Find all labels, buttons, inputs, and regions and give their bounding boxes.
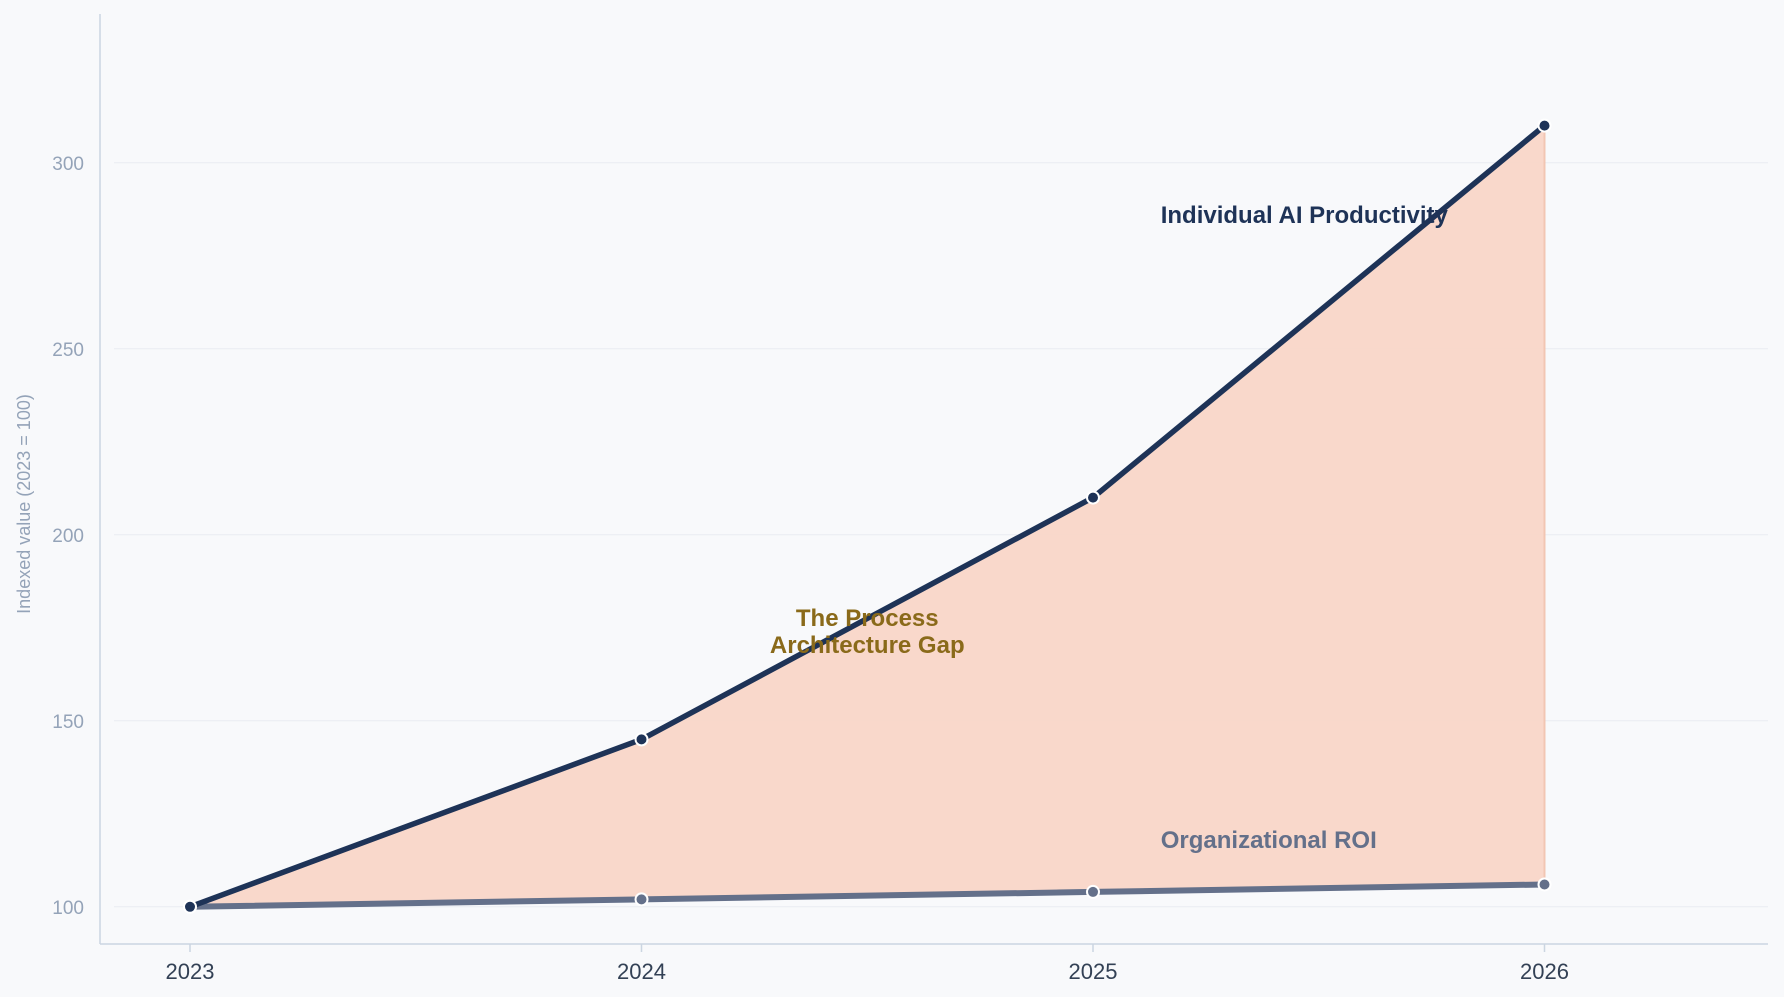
- annotation-gap: The Process: [796, 605, 939, 632]
- data-point: [1086, 884, 1100, 899]
- y-axis-title: Indexed value (2023 = 100): [14, 394, 34, 614]
- gap-area-layer: [190, 125, 1546, 907]
- x-tick-label: 2024: [617, 959, 666, 984]
- data-point: [1537, 877, 1552, 892]
- data-point: [183, 899, 197, 914]
- data-point: [634, 732, 649, 747]
- data-point: [1537, 118, 1552, 133]
- y-tick-label: 200: [52, 526, 84, 547]
- x-tick-label: 2026: [1520, 959, 1569, 984]
- data-point: [1086, 490, 1100, 505]
- x-tick-label: 2023: [166, 959, 215, 984]
- axes: 100 150 200 250 300 2023 2024 2025 2026 Indexed v…: [14, 14, 1768, 984]
- x-tick-label: 2025: [1069, 959, 1118, 984]
- annotation-gap: Architecture Gap: [770, 632, 965, 659]
- y-tick-label: 250: [52, 340, 84, 361]
- y-tick-label: 150: [52, 712, 84, 733]
- series-line: [187, 881, 1548, 910]
- series-line: [187, 122, 1548, 910]
- annotation-org: Organizational ROI: [1161, 827, 1377, 854]
- gap-area: [190, 125, 1545, 907]
- y-tick-label: 100: [52, 898, 84, 919]
- y-tick-label: 300: [52, 154, 84, 175]
- data-point: [634, 892, 649, 907]
- series-layer: [183, 118, 1552, 914]
- annotation-individual: Individual AI Productivity: [1161, 202, 1449, 229]
